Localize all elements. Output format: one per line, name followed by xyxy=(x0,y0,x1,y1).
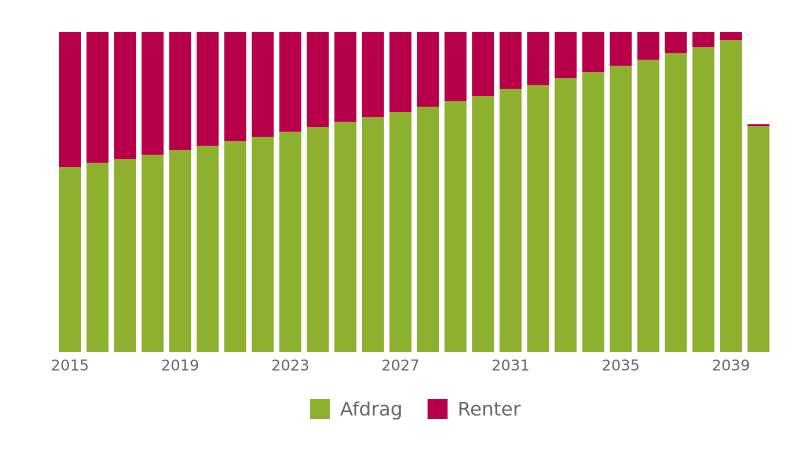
bar-segment xyxy=(389,32,412,112)
bar-segment xyxy=(196,145,219,352)
bar-segment xyxy=(389,112,412,352)
bar-segment xyxy=(279,32,302,132)
bar-segment xyxy=(86,32,109,163)
x-tick-label: 2023 xyxy=(271,357,309,375)
bar-segment xyxy=(279,131,302,352)
bar-segment xyxy=(86,162,109,352)
x-tick-label: 2031 xyxy=(492,357,530,375)
bar-segment xyxy=(582,72,605,352)
bar-segment xyxy=(692,32,715,48)
bar-segment xyxy=(416,106,439,352)
bar-segment xyxy=(527,32,550,86)
bar-segment xyxy=(306,32,329,128)
bar-segment xyxy=(251,136,274,352)
bar-segment xyxy=(251,32,274,137)
x-tick-label: 2039 xyxy=(712,357,750,375)
bar-segment xyxy=(224,32,247,142)
bar-segment xyxy=(554,78,577,352)
bar-segment xyxy=(747,126,770,352)
bar-segment xyxy=(637,32,660,60)
bar-segment xyxy=(692,47,715,352)
bar-segment xyxy=(527,85,550,353)
bar-segment xyxy=(306,127,329,352)
bar-segment xyxy=(334,121,357,352)
x-tick-label: 2035 xyxy=(602,357,640,375)
bar-segment xyxy=(719,40,742,352)
bar-segment xyxy=(664,53,687,353)
bar-segment xyxy=(141,154,164,352)
bar-segment xyxy=(58,32,81,168)
bar-segment xyxy=(141,32,164,155)
legend-label: Renter xyxy=(458,399,521,421)
bar-segment xyxy=(58,167,81,352)
bar-segment xyxy=(719,32,742,40)
x-tick-label: 2019 xyxy=(161,357,199,375)
bar-segment xyxy=(224,141,247,352)
bar-segment xyxy=(114,159,137,352)
bar-segment xyxy=(361,32,384,118)
bar-segment xyxy=(499,32,522,89)
bar-segment xyxy=(472,96,495,352)
bar-segment xyxy=(361,117,384,353)
legend-swatch xyxy=(310,399,330,419)
bar-segment xyxy=(114,32,137,160)
bar-segment xyxy=(444,101,467,353)
bar-segment xyxy=(747,124,770,127)
bar-segment xyxy=(664,32,687,54)
bar-segment xyxy=(444,32,467,102)
bar-segment xyxy=(169,32,192,151)
x-tick-label: 2027 xyxy=(381,357,419,375)
legend-swatch xyxy=(427,399,448,419)
bar-segment xyxy=(637,59,660,353)
x-tick-label: 2015 xyxy=(51,357,89,375)
bar-segment xyxy=(582,32,605,72)
bar-segment xyxy=(609,65,632,353)
bar-segment xyxy=(499,88,522,353)
bar-segment xyxy=(609,32,632,66)
bar-segment xyxy=(554,32,577,79)
bar-segment xyxy=(196,32,219,146)
bar-segment xyxy=(416,32,439,107)
bar-segment xyxy=(334,32,357,122)
legend-label: Afdrag xyxy=(340,399,403,421)
bar-segment xyxy=(169,150,192,352)
bar-segment xyxy=(472,32,495,96)
